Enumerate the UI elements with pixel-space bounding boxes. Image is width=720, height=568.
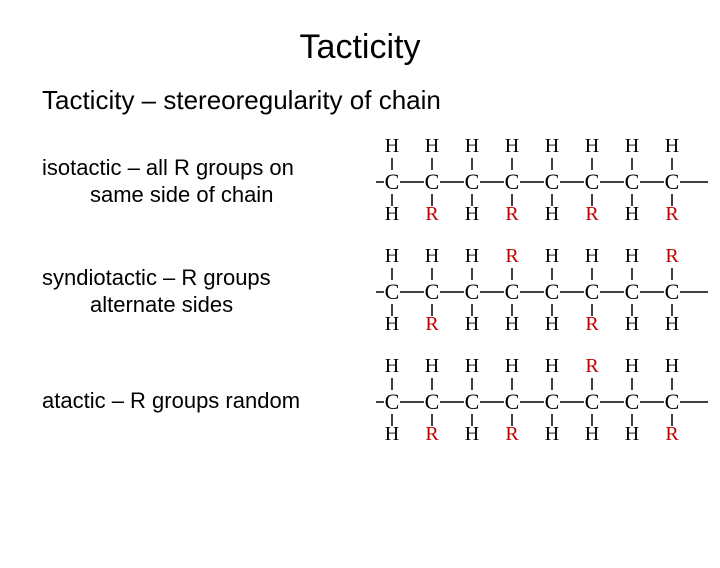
svg-text:H: H: [505, 136, 519, 157]
page-title: Tacticity: [0, 28, 720, 67]
svg-text:H: H: [385, 136, 399, 157]
desc-line1: isotactic – all R groups on: [42, 154, 372, 182]
svg-text:C: C: [425, 389, 440, 414]
svg-text:C: C: [505, 389, 520, 414]
svg-text:C: C: [385, 389, 400, 414]
svg-text:C: C: [625, 279, 640, 304]
svg-text:H: H: [505, 313, 519, 335]
svg-text:R: R: [425, 203, 439, 225]
svg-text:C: C: [465, 389, 480, 414]
svg-text:H: H: [425, 246, 439, 267]
svg-text:H: H: [545, 203, 559, 225]
svg-text:H: H: [425, 136, 439, 157]
svg-text:C: C: [545, 389, 560, 414]
svg-text:H: H: [585, 246, 599, 267]
svg-text:H: H: [625, 246, 639, 267]
svg-text:C: C: [625, 169, 640, 194]
svg-text:H: H: [625, 203, 639, 225]
svg-text:C: C: [625, 389, 640, 414]
svg-text:C: C: [665, 279, 680, 304]
svg-text:C: C: [425, 169, 440, 194]
svg-text:H: H: [665, 313, 679, 335]
svg-text:H: H: [545, 246, 559, 267]
svg-text:C: C: [585, 279, 600, 304]
svg-text:R: R: [505, 203, 519, 225]
svg-text:C: C: [425, 279, 440, 304]
svg-text:H: H: [585, 136, 599, 157]
svg-text:H: H: [585, 423, 599, 445]
svg-text:H: H: [385, 203, 399, 225]
svg-text:H: H: [545, 423, 559, 445]
desc-line1: syndiotactic – R groups: [42, 264, 372, 292]
desc-line2: alternate sides: [42, 291, 372, 319]
svg-text:H: H: [545, 136, 559, 157]
structure-desc-atactic: atactic – R groups random: [0, 387, 372, 415]
svg-text:H: H: [545, 313, 559, 335]
svg-text:H: H: [465, 313, 479, 335]
svg-text:C: C: [385, 169, 400, 194]
svg-text:R: R: [585, 203, 599, 225]
svg-text:R: R: [505, 246, 519, 267]
svg-text:H: H: [665, 136, 679, 157]
svg-text:R: R: [585, 313, 599, 335]
structure-desc-syndiotactic: syndiotactic – R groupsalternate sides: [0, 264, 372, 319]
structure-desc-isotactic: isotactic – all R groups onsame side of …: [0, 154, 372, 209]
structure-row-atactic: atactic – R groups randomCHHCHRCHHCHRCHH…: [0, 356, 720, 446]
svg-text:C: C: [505, 279, 520, 304]
chain-diagram: CHHCHRCHHCRHCHHCHRCHHCRH: [372, 246, 712, 336]
svg-text:H: H: [665, 356, 679, 377]
svg-text:C: C: [665, 389, 680, 414]
svg-text:H: H: [465, 136, 479, 157]
svg-text:C: C: [545, 169, 560, 194]
svg-text:H: H: [465, 356, 479, 377]
svg-text:R: R: [585, 356, 599, 377]
svg-text:R: R: [425, 313, 439, 335]
structure-row-syndiotactic: syndiotactic – R groupsalternate sidesCH…: [0, 246, 720, 336]
svg-text:H: H: [385, 423, 399, 445]
desc-line1: atactic – R groups random: [42, 387, 372, 415]
svg-text:H: H: [385, 246, 399, 267]
chain-diagram: CHHCHRCHHCHRCHHCHRCHHCHR: [372, 136, 712, 226]
svg-text:R: R: [425, 423, 439, 445]
svg-text:R: R: [665, 203, 679, 225]
svg-text:H: H: [465, 423, 479, 445]
svg-text:H: H: [505, 356, 519, 377]
svg-text:C: C: [465, 169, 480, 194]
chain-diagram: CHHCHRCHHCHRCHHCRHCHHCHR: [372, 356, 712, 446]
structure-row-isotactic: isotactic – all R groups onsame side of …: [0, 136, 720, 226]
svg-text:H: H: [425, 356, 439, 377]
svg-text:H: H: [465, 203, 479, 225]
desc-line2: same side of chain: [42, 181, 372, 209]
svg-text:C: C: [465, 279, 480, 304]
svg-text:C: C: [505, 169, 520, 194]
svg-text:H: H: [625, 356, 639, 377]
svg-text:H: H: [385, 313, 399, 335]
svg-text:C: C: [385, 279, 400, 304]
svg-text:H: H: [545, 356, 559, 377]
svg-text:R: R: [665, 246, 679, 267]
svg-text:R: R: [505, 423, 519, 445]
svg-text:C: C: [665, 169, 680, 194]
svg-text:H: H: [385, 356, 399, 377]
svg-text:H: H: [625, 313, 639, 335]
svg-text:H: H: [625, 423, 639, 445]
svg-text:C: C: [585, 389, 600, 414]
subtitle: Tacticity – stereoregularity of chain: [42, 85, 720, 116]
svg-text:C: C: [545, 279, 560, 304]
svg-text:H: H: [625, 136, 639, 157]
svg-text:R: R: [665, 423, 679, 445]
svg-text:H: H: [465, 246, 479, 267]
svg-text:C: C: [585, 169, 600, 194]
